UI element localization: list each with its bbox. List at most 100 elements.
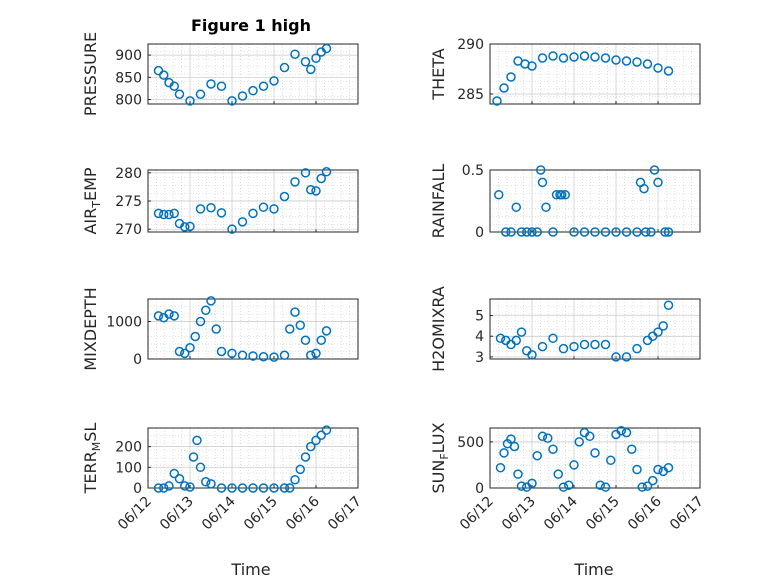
data-point [237, 483, 248, 493]
data-point [216, 346, 227, 357]
axes-border [147, 43, 359, 105]
data-point [663, 300, 674, 310]
data-point [269, 483, 279, 493]
data-point [316, 430, 326, 440]
data-point [532, 450, 542, 461]
data-point [290, 177, 300, 187]
data-point [258, 352, 269, 362]
data-point [248, 85, 258, 96]
data-point [258, 202, 269, 212]
data-point [649, 165, 660, 175]
axes-border [147, 169, 359, 233]
subplot-mixdepth: 0 1000 MIXDEPTH [81, 287, 359, 371]
y-tick-label: 0 [475, 225, 484, 241]
y-axis-label-mixdepth: MIXDEPTH [81, 287, 100, 370]
y-axis-label-theta: THETA [429, 48, 448, 100]
data-point [248, 351, 258, 361]
axes-border [147, 298, 359, 360]
data-point [300, 335, 311, 345]
data-point [180, 222, 190, 232]
data-point [169, 208, 179, 219]
x-tick-label: 06/17 [325, 494, 365, 534]
data-point [185, 96, 195, 106]
data-point [543, 433, 553, 443]
data-point [663, 66, 674, 76]
data-point [600, 227, 611, 237]
data-point [285, 483, 295, 493]
data-point [527, 478, 537, 489]
data-point [164, 309, 174, 319]
y-tick-label: 275 [115, 194, 142, 210]
data-point [632, 464, 642, 475]
data-point [306, 184, 316, 195]
data-point [206, 479, 216, 489]
data-point [285, 324, 295, 334]
data-point [548, 227, 558, 237]
data-point [653, 327, 663, 337]
data-point [321, 166, 332, 177]
data-point [660, 227, 670, 237]
data-point [311, 435, 321, 446]
data-point [290, 307, 300, 317]
data-point [516, 227, 527, 237]
data-point [527, 61, 537, 71]
data-point [579, 51, 590, 61]
data-point [494, 190, 504, 200]
data-point [548, 51, 558, 61]
data-point [532, 227, 542, 237]
data-point [237, 91, 248, 101]
y-axis-label-terr-msl: TERRMSL [81, 423, 103, 495]
data-point [569, 227, 579, 237]
data-point [159, 70, 169, 80]
data-point [185, 482, 195, 492]
data-point [621, 427, 632, 438]
data-point [516, 481, 527, 491]
x-tick-label: 06/16 [625, 493, 665, 533]
subplot-h2omixra: 3 4 5 H2OMIXRA [429, 286, 701, 372]
y-axis-label-air-temp: AIRTEMP [81, 167, 103, 234]
data-point [663, 462, 674, 473]
y-tick-label: 0 [133, 352, 142, 368]
data-point [248, 483, 258, 493]
data-point [300, 168, 311, 178]
y-axis-label-h2omixra: H2OMIXRA [429, 286, 448, 372]
data-point [495, 462, 506, 473]
data-point [180, 348, 190, 359]
data-point [579, 227, 590, 237]
subplot-air-temp: 270 275 280 AIRTEMP [81, 166, 359, 238]
data-point [499, 83, 509, 93]
data-point [316, 335, 326, 345]
axes-border [489, 298, 701, 360]
y-tick-label: 290 [457, 37, 484, 53]
data-point [211, 324, 221, 334]
data-point [506, 434, 516, 444]
data-point [527, 350, 537, 360]
data-point [195, 204, 206, 214]
subplot-pressure: 800 850 900 PRESSURE [81, 32, 359, 116]
data-point [258, 81, 269, 91]
data-point [506, 72, 516, 82]
data-point [206, 296, 216, 306]
data-point [185, 343, 195, 353]
data-point [227, 348, 237, 359]
data-point [632, 343, 642, 354]
data-point [227, 224, 237, 234]
data-point [195, 462, 206, 473]
data-point [311, 186, 321, 196]
data-point [509, 441, 520, 452]
y-tick-label: 285 [457, 87, 484, 103]
data-point [606, 455, 616, 466]
data-point [536, 165, 546, 175]
data-point [537, 53, 548, 63]
data-point [164, 481, 174, 491]
x-tick-label: 06/17 [667, 494, 707, 534]
data-point [192, 435, 202, 446]
data-point [321, 43, 332, 54]
y-tick-label: 900 [115, 48, 142, 64]
subplot-theta: 285 290 THETA [429, 37, 701, 106]
data-point [558, 482, 569, 492]
data-point [537, 341, 548, 352]
y-tick-label: 5 [475, 309, 484, 325]
data-point [653, 177, 663, 188]
data-point [153, 483, 164, 493]
